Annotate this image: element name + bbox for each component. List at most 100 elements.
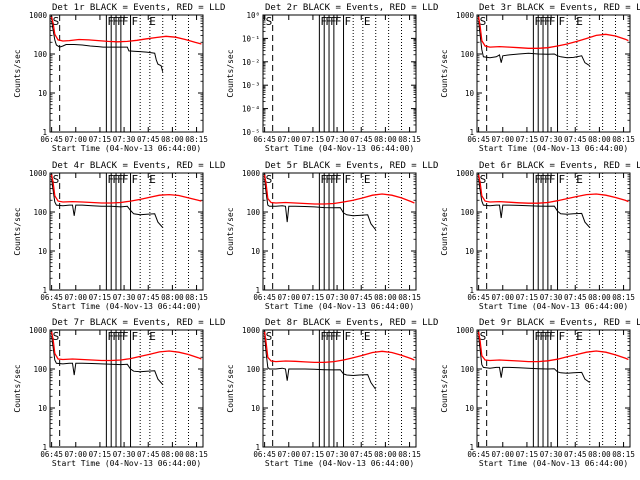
marker-f: F <box>330 173 337 186</box>
marker-f: F <box>112 173 119 186</box>
marker-f: F <box>544 15 551 28</box>
marker-f: F <box>549 173 556 186</box>
y-tick-label: 1 <box>255 286 260 295</box>
marker-e: E <box>149 173 156 186</box>
x-tick-label: 07:45 <box>350 293 373 302</box>
marker-f: F <box>534 173 541 186</box>
x-axis-label: Start Time (04-Nov-13 06:44:00) <box>479 459 628 468</box>
panel-title: Det 7r BLACK = Events, RED = LLD <box>52 318 225 328</box>
panel-det-5: Det 5r BLACK = Events, RED = LLD 1 10 100 10… <box>226 161 438 311</box>
x-tick-label: 06:45 <box>40 293 63 302</box>
marker-s: S <box>266 330 273 343</box>
y-axis-label: Counts/sec <box>226 207 235 255</box>
plot-frame <box>476 14 631 133</box>
y-tick-label: 10⁰ <box>246 11 260 20</box>
marker-f: F <box>534 330 541 343</box>
y-tick-label: 10 <box>38 89 48 98</box>
marker-e: E <box>149 15 156 28</box>
y-tick-label: 10 <box>465 247 475 256</box>
y-axis-label: Counts/sec <box>440 207 449 255</box>
marker-s: S <box>266 15 273 28</box>
y-tick-label: 10⁻¹ <box>242 34 260 43</box>
x-axis-label: Start Time (04-Nov-13 06:44:00) <box>52 302 201 311</box>
plot-frame <box>476 172 631 291</box>
series-events <box>478 335 590 383</box>
marker-f: F <box>132 330 139 343</box>
y-tick-label: 10 <box>251 247 261 256</box>
y-tick-label: 1 <box>42 286 47 295</box>
x-tick-label: 07:30 <box>326 135 349 144</box>
x-tick-label: 07:15 <box>302 450 325 459</box>
marker-f: F <box>534 15 541 28</box>
series-events <box>478 20 590 67</box>
y-tick-label: 1 <box>469 286 474 295</box>
y-tick-label: 1000 <box>456 11 475 20</box>
x-axis-label: Start Time (04-Nov-13 06:44:00) <box>52 144 201 153</box>
y-tick-label: 100 <box>33 50 47 59</box>
marker-f: F <box>559 15 566 28</box>
y-tick-label: 100 <box>33 208 47 217</box>
marker-s: S <box>480 330 487 343</box>
x-tick-label: 07:00 <box>491 293 514 302</box>
plot-frame <box>262 14 417 133</box>
x-tick-label: 06:45 <box>40 135 63 144</box>
series-events <box>51 335 164 385</box>
x-tick-label: 07:30 <box>540 450 563 459</box>
y-tick-label: 100 <box>460 50 474 59</box>
x-tick-label: 08:00 <box>161 450 184 459</box>
y-tick-label: 10⁻² <box>242 58 260 67</box>
x-tick-label: 07:30 <box>113 135 136 144</box>
y-tick-label: 1000 <box>456 169 475 178</box>
marker-f: F <box>107 330 114 343</box>
x-tick-label: 07:00 <box>64 293 87 302</box>
x-tick-label: 06:45 <box>253 450 276 459</box>
marker-f: F <box>330 330 337 343</box>
marker-f: F <box>107 173 114 186</box>
y-tick-label: 1000 <box>242 169 261 178</box>
x-tick-label: 07:30 <box>113 450 136 459</box>
y-tick-label: 10 <box>38 404 48 413</box>
x-tick-label: 08:00 <box>374 135 397 144</box>
panel-det-9: Det 9r BLACK = Events, RED = LLD 1 10 100 10… <box>440 318 640 468</box>
plot-frame <box>49 14 204 133</box>
x-tick-label: 08:15 <box>612 450 635 459</box>
x-tick-label: 07:45 <box>564 135 587 144</box>
marker-f: F <box>539 173 546 186</box>
marker-f: F <box>544 330 551 343</box>
series-lld <box>477 16 629 49</box>
marker-f: F <box>345 15 352 28</box>
marker-f: F <box>132 15 139 28</box>
y-tick-label: 10 <box>465 404 475 413</box>
plot-frame <box>49 172 204 291</box>
y-tick-label: 1 <box>255 443 260 452</box>
plot-frame <box>262 172 417 291</box>
panel-title: Det 4r BLACK = Events, RED = LLD <box>52 161 225 171</box>
x-tick-label: 07:45 <box>564 293 587 302</box>
series-events <box>51 178 164 228</box>
x-tick-label: 06:45 <box>467 450 490 459</box>
marker-f: F <box>549 330 556 343</box>
marker-f: F <box>122 330 129 343</box>
marker-e: E <box>364 330 371 343</box>
y-tick-label: 100 <box>33 365 47 374</box>
marker-f: F <box>122 173 129 186</box>
x-tick-label: 08:00 <box>161 293 184 302</box>
x-tick-label: 07:30 <box>326 450 349 459</box>
marker-f: F <box>117 15 124 28</box>
panel-det-4: Det 4r BLACK = Events, RED = LLD 1 10 100 10… <box>13 161 225 311</box>
y-tick-label: 10 <box>465 89 475 98</box>
x-axis-label: Start Time (04-Nov-13 06:44:00) <box>265 144 414 153</box>
marker-f: F <box>330 15 337 28</box>
y-tick-label: 100 <box>246 365 260 374</box>
x-tick-label: 06:45 <box>40 450 63 459</box>
marker-e: E <box>364 173 371 186</box>
marker-f: F <box>325 173 332 186</box>
series-lld <box>263 174 415 205</box>
y-axis-label: Counts/sec <box>13 364 22 412</box>
x-tick-label: 07:45 <box>137 293 160 302</box>
x-tick-label: 08:00 <box>161 135 184 144</box>
series-events <box>51 20 164 72</box>
y-tick-label: 100 <box>246 208 260 217</box>
y-tick-label: 10⁻³ <box>242 81 260 90</box>
y-axis-label: Counts/sec <box>440 49 449 97</box>
